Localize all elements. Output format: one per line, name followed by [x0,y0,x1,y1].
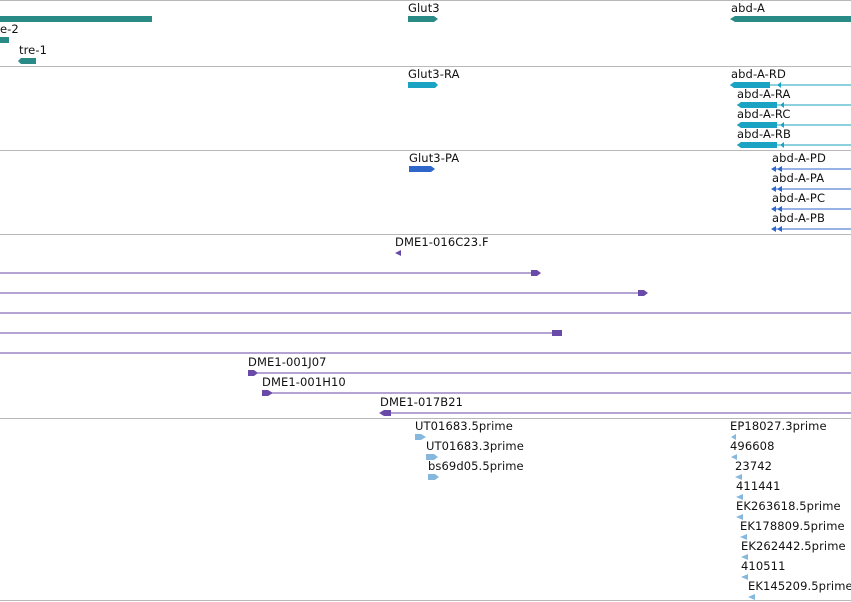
protein-glyph-abd-a-pc[interactable] [771,206,851,212]
protein-glyphs [409,166,851,232]
transcript-glyph-abd-a-rb[interactable] [737,142,851,148]
clone-label-dme1-001h10[interactable]: DME1-001H10 [262,375,346,389]
protein-label-abd-a-pd[interactable]: abd-A-PD [772,151,826,165]
protein-label-glut3-pa[interactable]: Glut3-PA [409,151,460,165]
track-divider [0,234,851,235]
track-divider [0,0,851,1]
transcript-label-abd-a-rc[interactable]: abd-A-RC [737,107,791,121]
gene-glyph-abd-a[interactable] [730,16,851,22]
protein-glyph-glut3-pa[interactable] [409,166,435,172]
gene-label-abd-a[interactable]: abd-A [731,1,765,15]
est-label-23742[interactable]: 23742 [735,459,773,473]
gene-label-tre-1[interactable]: tre-1 [19,43,48,57]
clone-glyph-span-2[interactable] [0,290,648,296]
track-divider [0,66,851,67]
est-label-ep18027-3prime[interactable]: EP18027.3prime [730,419,827,433]
transcript-label-abd-a-ra[interactable]: abd-A-RA [737,87,791,101]
est-label-ek262442-5prime[interactable]: EK262442.5prime [741,539,846,553]
est-label-ek145209-5prime[interactable]: EK145209.5prime [748,579,851,593]
est-glyph-23742[interactable] [735,474,742,480]
est-glyph-ut01683-5prime[interactable] [415,434,426,440]
est-glyph-496608[interactable] [731,454,737,460]
track-divider [0,418,851,419]
clone-glyph-dme1-001j07[interactable] [248,370,851,376]
est-glyph-ek145209-5prime[interactable] [748,594,755,600]
est-glyph-ut01683-3prime[interactable] [426,454,438,460]
transcript-glyphs [408,82,851,148]
est-glyphs [415,434,755,600]
est-label-ek178809-5prime[interactable]: EK178809.5prime [740,519,845,533]
est-glyph-ep18027-3prime[interactable] [731,434,736,440]
est-label-410511[interactable]: 410511 [741,559,786,573]
clone-glyph-span-1[interactable] [0,270,541,276]
est-glyph-ek262442-5prime[interactable] [741,554,748,560]
gene-glyph-e-2-upstream[interactable] [0,16,152,22]
protein-glyph-abd-a-pd[interactable] [771,166,851,172]
protein-label-abd-a-pb[interactable]: abd-A-PB [772,211,825,225]
transcript-label-glut3-ra[interactable]: Glut3-RA [408,67,460,81]
track-divider [0,600,851,601]
track-divider [0,150,851,151]
clone-label-dme1-001j07[interactable]: DME1-001J07 [248,355,327,369]
clone-label-dme1-016c23-f[interactable]: DME1-016C23.F [395,235,489,249]
gene-glyph-tre-1[interactable] [18,58,36,64]
clone-glyph-dme1-017b21[interactable] [379,410,851,416]
clone-glyph-dme1-016c23-f[interactable] [395,250,401,256]
protein-label-abd-a-pc[interactable]: abd-A-PC [772,191,826,205]
est-label-ut01683-3prime[interactable]: UT01683.3prime [426,439,524,453]
transcript-glyph-abd-a-rc[interactable] [737,122,851,128]
transcript-glyph-abd-a-rd[interactable] [730,82,851,88]
clone-glyphs [0,250,851,416]
clone-label-dme1-017b21[interactable]: DME1-017B21 [380,395,464,409]
est-label-496608[interactable]: 496608 [730,439,775,453]
gene-label-glut3[interactable]: Glut3 [408,1,440,15]
gene-label-e-2[interactable]: e-2 [0,22,19,36]
gene-glyph-e-2[interactable] [0,37,9,43]
est-glyph-411441[interactable] [736,494,743,500]
protein-label-abd-a-pa[interactable]: abd-A-PA [772,171,825,185]
est-glyph-bs69d05-5prime[interactable] [428,474,439,480]
protein-glyph-abd-a-pa[interactable] [771,186,851,192]
clone-glyph-span-4[interactable] [0,330,562,336]
est-glyph-ek263618-5prime[interactable] [736,514,743,520]
gene-glyph-glut3[interactable] [408,16,438,22]
transcript-label-abd-a-rb[interactable]: abd-A-RB [737,127,791,141]
est-glyph-410511[interactable] [741,574,748,580]
est-label-411441[interactable]: 411441 [736,479,781,493]
est-label-ek263618-5prime[interactable]: EK263618.5prime [736,499,841,513]
est-label-ut01683-5prime[interactable]: UT01683.5prime [415,419,513,433]
transcript-label-abd-a-rd[interactable]: abd-A-RD [731,67,786,81]
est-label-bs69d05-5prime[interactable]: bs69d05.5prime [428,459,524,473]
transcript-glyph-glut3-ra[interactable] [408,82,438,88]
transcript-glyph-abd-a-ra[interactable] [737,102,851,108]
gene-glyphs [0,16,851,64]
protein-glyph-abd-a-pb[interactable] [771,226,851,232]
clone-glyph-dme1-001h10[interactable] [262,390,851,396]
est-glyph-ek178809-5prime[interactable] [740,534,747,540]
